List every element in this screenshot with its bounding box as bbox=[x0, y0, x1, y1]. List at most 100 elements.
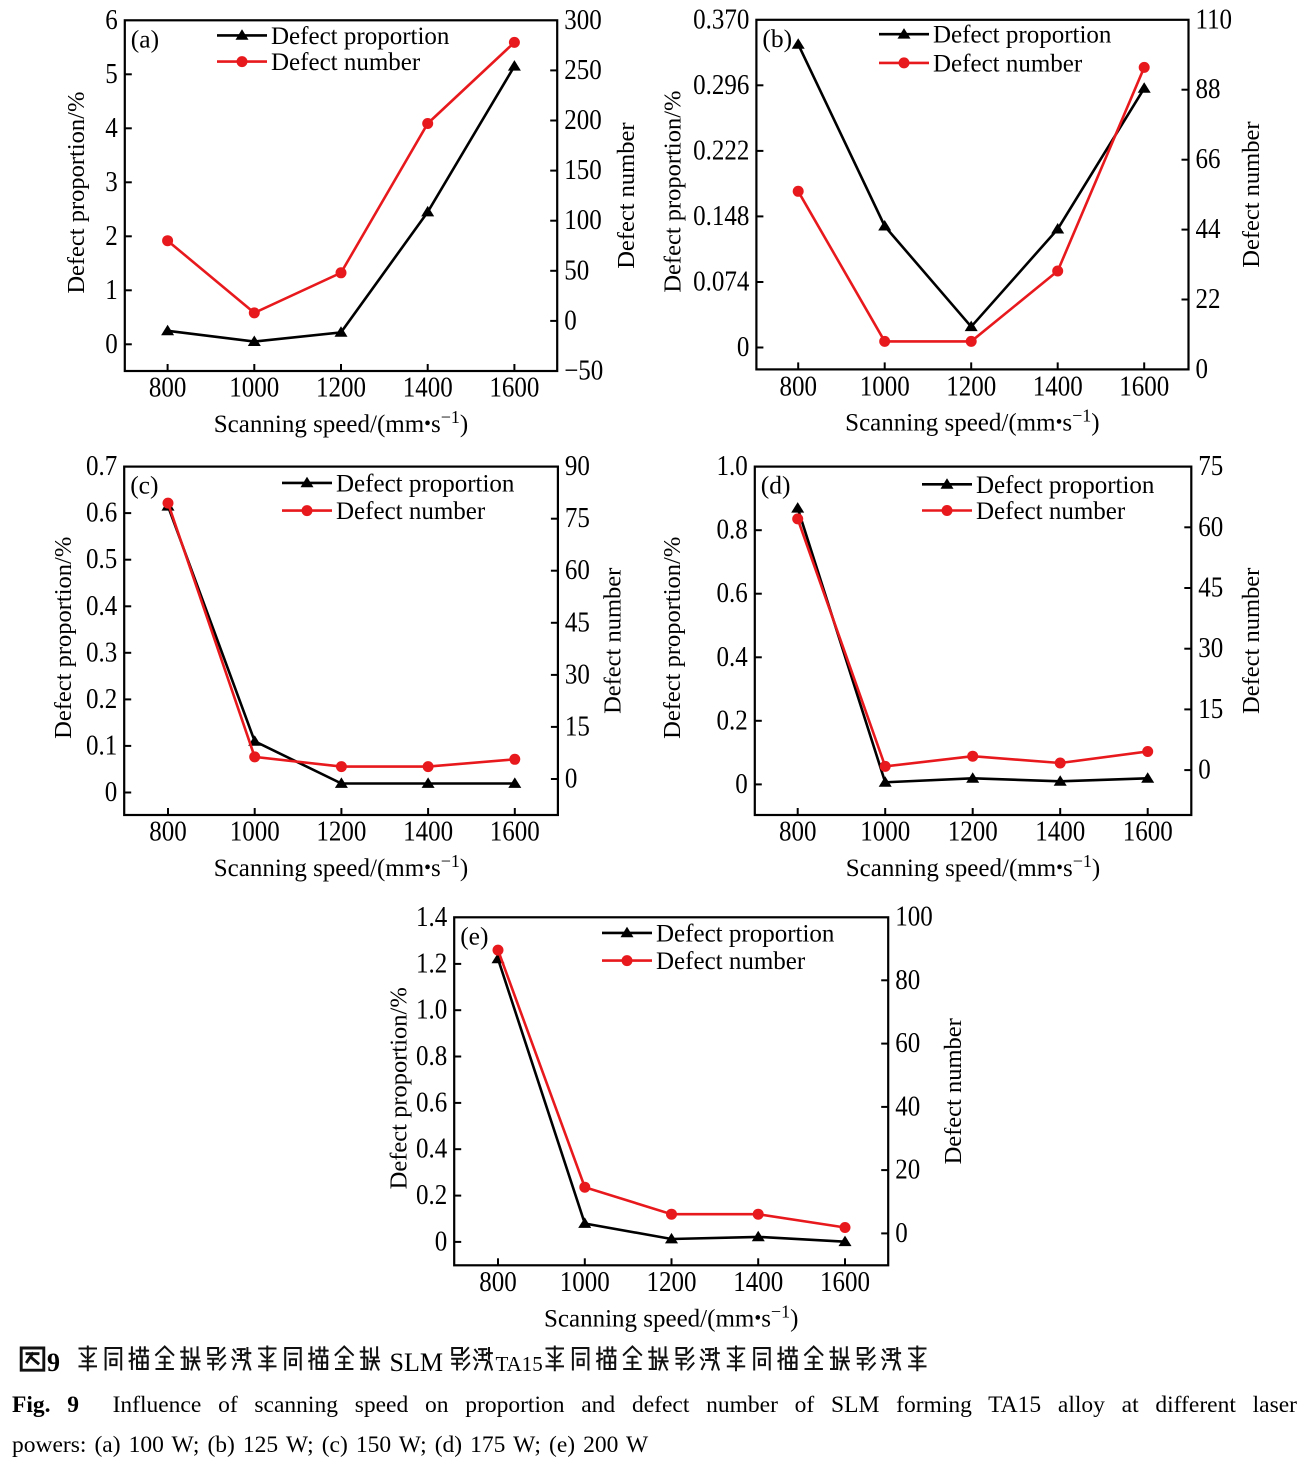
svg-text:1.0: 1.0 bbox=[717, 450, 748, 482]
svg-text:Defect number: Defect number bbox=[613, 123, 640, 269]
svg-text:40: 40 bbox=[895, 1090, 920, 1122]
svg-text:(a): (a) bbox=[131, 24, 159, 53]
svg-text:Defect proportion: Defect proportion bbox=[656, 920, 835, 947]
svg-text:80: 80 bbox=[895, 963, 920, 995]
svg-text:Defect proportion/%: Defect proportion/% bbox=[63, 92, 90, 294]
svg-text:5: 5 bbox=[105, 57, 117, 89]
svg-text:30: 30 bbox=[565, 658, 590, 690]
svg-text:150: 150 bbox=[564, 154, 601, 186]
svg-text:0.1: 0.1 bbox=[86, 729, 117, 761]
svg-text:(b): (b) bbox=[762, 24, 792, 53]
svg-text:Defect number: Defect number bbox=[933, 50, 1083, 77]
svg-text:0.370: 0.370 bbox=[693, 3, 749, 35]
svg-text:0: 0 bbox=[565, 762, 577, 794]
svg-text:0: 0 bbox=[435, 1225, 447, 1257]
svg-text:0: 0 bbox=[105, 327, 117, 359]
svg-text:0.6: 0.6 bbox=[416, 1086, 447, 1118]
svg-text:0: 0 bbox=[1196, 353, 1208, 385]
svg-text:1600: 1600 bbox=[489, 371, 539, 403]
svg-text:Defect number: Defect number bbox=[1238, 568, 1265, 714]
svg-text:110: 110 bbox=[1196, 3, 1233, 35]
svg-text:Scanning speed/(mm•s−1): Scanning speed/(mm•s−1) bbox=[544, 1302, 798, 1333]
svg-text:200: 200 bbox=[564, 104, 601, 136]
svg-text:60: 60 bbox=[1198, 510, 1223, 542]
svg-text:2: 2 bbox=[105, 219, 117, 251]
svg-text:Scanning speed/(mm•s−1): Scanning speed/(mm•s−1) bbox=[214, 407, 468, 438]
svg-text:SLM: SLM bbox=[390, 1348, 443, 1377]
svg-text:0.6: 0.6 bbox=[717, 577, 748, 609]
svg-text:60: 60 bbox=[565, 554, 590, 586]
svg-text:Defect number: Defect number bbox=[336, 498, 486, 525]
svg-text:50: 50 bbox=[564, 254, 589, 286]
svg-text:Scanning speed/(mm•s−1): Scanning speed/(mm•s−1) bbox=[845, 406, 1099, 437]
svg-text:Defect number: Defect number bbox=[271, 49, 421, 76]
svg-text:15: 15 bbox=[1198, 693, 1223, 725]
svg-text:1600: 1600 bbox=[820, 1266, 870, 1298]
svg-text:1.4: 1.4 bbox=[416, 901, 447, 933]
svg-text:1000: 1000 bbox=[230, 815, 280, 847]
svg-text:0: 0 bbox=[1198, 753, 1210, 785]
svg-text:1600: 1600 bbox=[1123, 815, 1173, 847]
svg-text:TA15: TA15 bbox=[496, 1352, 543, 1376]
svg-text:0.3: 0.3 bbox=[86, 636, 117, 668]
svg-text:1200: 1200 bbox=[316, 815, 366, 847]
svg-text:4: 4 bbox=[105, 111, 117, 143]
svg-text:30: 30 bbox=[1198, 632, 1223, 664]
svg-text:20: 20 bbox=[895, 1153, 920, 1185]
svg-text:1400: 1400 bbox=[733, 1266, 783, 1298]
svg-text:1000: 1000 bbox=[860, 815, 910, 847]
svg-text:Defect number: Defect number bbox=[976, 498, 1126, 525]
svg-text:0.296: 0.296 bbox=[693, 68, 749, 100]
svg-text:90: 90 bbox=[565, 450, 590, 482]
svg-text:60: 60 bbox=[895, 1027, 920, 1059]
svg-text:9: 9 bbox=[47, 1348, 60, 1377]
svg-text:1200: 1200 bbox=[316, 371, 366, 403]
svg-text:0.8: 0.8 bbox=[416, 1040, 447, 1072]
svg-text:0.7: 0.7 bbox=[86, 450, 117, 482]
svg-text:1000: 1000 bbox=[229, 371, 279, 403]
svg-text:800: 800 bbox=[479, 1266, 516, 1298]
svg-text:1000: 1000 bbox=[560, 1266, 610, 1298]
svg-text:1400: 1400 bbox=[403, 371, 453, 403]
svg-text:100: 100 bbox=[564, 204, 601, 236]
svg-text:22: 22 bbox=[1196, 283, 1221, 315]
svg-text:3: 3 bbox=[105, 165, 117, 197]
svg-text:0.4: 0.4 bbox=[86, 589, 117, 621]
svg-text:0.5: 0.5 bbox=[86, 543, 117, 575]
svg-text:66: 66 bbox=[1196, 143, 1221, 175]
svg-text:(c): (c) bbox=[130, 471, 158, 500]
svg-text:Defect proportion/%: Defect proportion/% bbox=[386, 987, 413, 1189]
svg-text:1200: 1200 bbox=[948, 815, 998, 847]
svg-text:0.148: 0.148 bbox=[693, 200, 749, 232]
svg-text:0.4: 0.4 bbox=[416, 1132, 447, 1164]
svg-text:1600: 1600 bbox=[1119, 370, 1169, 402]
svg-text:800: 800 bbox=[779, 815, 816, 847]
svg-text:800: 800 bbox=[779, 370, 816, 402]
svg-text:45: 45 bbox=[1198, 571, 1223, 603]
svg-text:0.2: 0.2 bbox=[416, 1179, 447, 1211]
svg-text:0.8: 0.8 bbox=[717, 513, 748, 545]
svg-text:Defect number: Defect number bbox=[600, 568, 627, 714]
svg-text:Defect proportion: Defect proportion bbox=[271, 23, 450, 50]
svg-text:75: 75 bbox=[565, 502, 590, 534]
svg-text:Scanning speed/(mm•s−1): Scanning speed/(mm•s−1) bbox=[846, 851, 1100, 882]
svg-text:45: 45 bbox=[565, 606, 590, 638]
svg-text:1: 1 bbox=[105, 273, 117, 305]
svg-text:0: 0 bbox=[105, 776, 117, 808]
svg-text:Defect proportion: Defect proportion bbox=[933, 22, 1112, 49]
svg-text:−50: −50 bbox=[564, 354, 603, 386]
svg-text:0: 0 bbox=[735, 768, 747, 800]
svg-text:0: 0 bbox=[895, 1217, 907, 1249]
svg-text:1400: 1400 bbox=[1033, 370, 1083, 402]
svg-text:Defect proportion/%: Defect proportion/% bbox=[50, 537, 77, 739]
svg-text:(e): (e) bbox=[460, 921, 488, 950]
svg-text:Defect number: Defect number bbox=[1238, 121, 1265, 267]
svg-text:300: 300 bbox=[564, 3, 601, 35]
svg-text:1000: 1000 bbox=[860, 370, 910, 402]
svg-text:1200: 1200 bbox=[946, 370, 996, 402]
svg-text:Scanning speed/(mm•s−1): Scanning speed/(mm•s−1) bbox=[214, 851, 468, 882]
svg-text:6: 6 bbox=[105, 3, 117, 35]
svg-text:0.222: 0.222 bbox=[693, 134, 749, 166]
svg-text:Defect number: Defect number bbox=[656, 948, 806, 975]
svg-text:75: 75 bbox=[1198, 450, 1223, 482]
